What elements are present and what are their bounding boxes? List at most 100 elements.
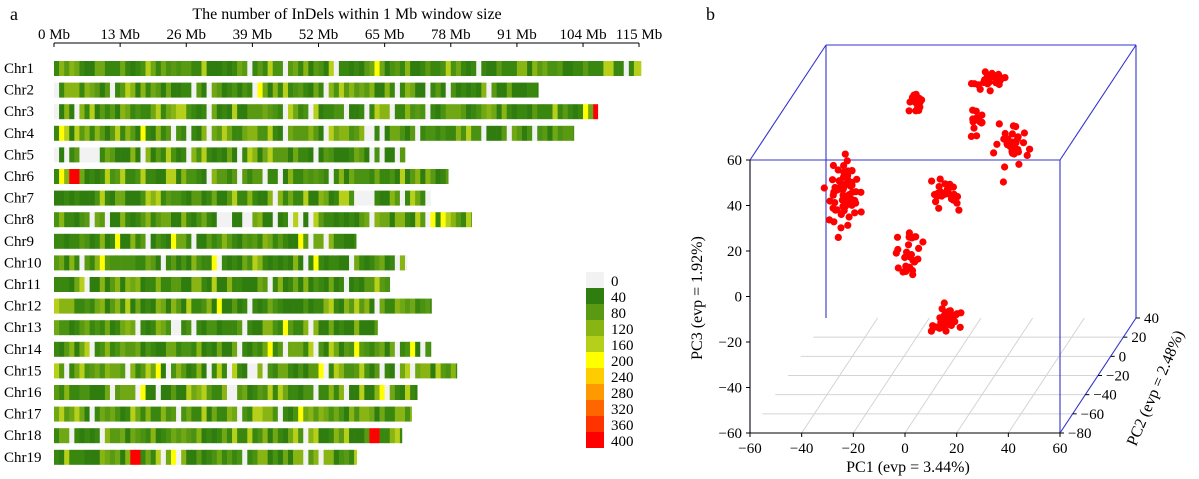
window-cell bbox=[313, 277, 319, 292]
legend-label: 40 bbox=[611, 290, 626, 306]
window-cell bbox=[94, 406, 101, 422]
window-cell bbox=[343, 277, 350, 292]
window-cell bbox=[501, 82, 508, 98]
pca-point bbox=[990, 149, 998, 157]
window-cell bbox=[64, 277, 70, 292]
legend-label: 0 bbox=[611, 274, 619, 290]
window-cell bbox=[171, 190, 177, 206]
window-cell bbox=[59, 255, 65, 271]
window-cell bbox=[226, 320, 233, 336]
window-cell bbox=[359, 82, 365, 98]
window-cell bbox=[115, 363, 121, 379]
window-cell bbox=[425, 298, 431, 314]
window-cell bbox=[201, 363, 207, 379]
window-cell bbox=[145, 449, 151, 465]
window-cell bbox=[165, 104, 172, 120]
window-cell bbox=[120, 190, 126, 206]
window-cell bbox=[567, 125, 574, 141]
pc1-tick-label: −20 bbox=[842, 441, 865, 457]
window-cell bbox=[74, 363, 80, 379]
window-cell bbox=[109, 104, 116, 120]
window-cell bbox=[384, 406, 391, 422]
window-cell bbox=[196, 125, 202, 141]
window-cell bbox=[460, 212, 467, 228]
window-cell bbox=[262, 406, 268, 422]
chromosome-row-chr6: Chr6 bbox=[4, 169, 449, 185]
window-cell bbox=[201, 61, 207, 76]
window-cell bbox=[460, 104, 467, 120]
chromosome-label: Chr14 bbox=[4, 342, 42, 358]
window-cell bbox=[511, 104, 518, 120]
window-cell bbox=[150, 169, 157, 184]
window-cell bbox=[288, 212, 294, 228]
window-cell bbox=[323, 298, 329, 314]
window-cell bbox=[293, 190, 299, 206]
window-cell bbox=[74, 341, 80, 357]
window-cell bbox=[120, 428, 126, 444]
window-cell bbox=[165, 212, 172, 228]
window-cell bbox=[516, 82, 523, 98]
window-cell bbox=[135, 363, 141, 379]
window-cell bbox=[379, 428, 385, 444]
window-cell bbox=[237, 449, 243, 465]
window-cell bbox=[420, 363, 426, 379]
window-cell bbox=[99, 190, 106, 206]
window-cell bbox=[303, 147, 309, 163]
chromosome-row-chr10: Chr10 bbox=[4, 255, 408, 271]
window-cell bbox=[237, 363, 243, 379]
window-cell bbox=[425, 61, 431, 76]
window-cell bbox=[226, 147, 233, 163]
window-cell bbox=[252, 341, 258, 357]
window-cell bbox=[282, 147, 289, 163]
window-cell bbox=[74, 212, 80, 228]
window-cell bbox=[160, 277, 167, 292]
window-cell bbox=[221, 104, 228, 120]
pca-point bbox=[994, 70, 1003, 78]
window-cell bbox=[109, 61, 116, 76]
window-cell bbox=[89, 341, 95, 357]
window-cell bbox=[374, 298, 380, 314]
window-cell bbox=[221, 233, 228, 249]
window-cell bbox=[54, 125, 60, 141]
window-cell bbox=[120, 125, 126, 141]
window-cell bbox=[298, 233, 304, 249]
window-cell bbox=[318, 277, 324, 292]
window-cell bbox=[186, 255, 192, 271]
chromosome-label: Chr2 bbox=[4, 83, 34, 99]
window-cell bbox=[171, 449, 177, 465]
pca-cluster-8 bbox=[967, 68, 1009, 95]
window-cell bbox=[84, 341, 90, 357]
window-cell bbox=[257, 212, 263, 228]
window-cell bbox=[84, 428, 90, 444]
window-cell bbox=[262, 277, 268, 292]
pca-point bbox=[951, 318, 959, 326]
window-cell bbox=[94, 169, 101, 184]
window-cell bbox=[176, 233, 182, 249]
window-cell bbox=[221, 341, 228, 357]
window-cell bbox=[196, 428, 202, 444]
window-cell bbox=[171, 385, 177, 400]
window-cell bbox=[54, 82, 60, 98]
window-cell bbox=[221, 320, 228, 336]
window-cell bbox=[318, 406, 324, 422]
window-cell bbox=[277, 385, 284, 400]
window-cell bbox=[69, 190, 75, 206]
window-cell bbox=[282, 82, 289, 98]
window-cell bbox=[216, 406, 223, 422]
window-cell bbox=[135, 277, 141, 292]
window-cell bbox=[415, 169, 421, 184]
window-cell bbox=[313, 341, 319, 357]
window-cell bbox=[394, 255, 401, 271]
window-cell bbox=[54, 341, 60, 357]
window-cell bbox=[232, 147, 238, 163]
pca-point bbox=[848, 167, 856, 175]
window-cell bbox=[64, 82, 70, 98]
window-cell bbox=[410, 385, 416, 400]
window-cell bbox=[69, 169, 75, 184]
window-cell bbox=[252, 298, 258, 314]
window-cell bbox=[394, 298, 401, 314]
window-cell bbox=[272, 363, 279, 379]
window-cell bbox=[394, 212, 401, 228]
window-cell bbox=[165, 125, 172, 141]
window-cell bbox=[374, 169, 380, 184]
